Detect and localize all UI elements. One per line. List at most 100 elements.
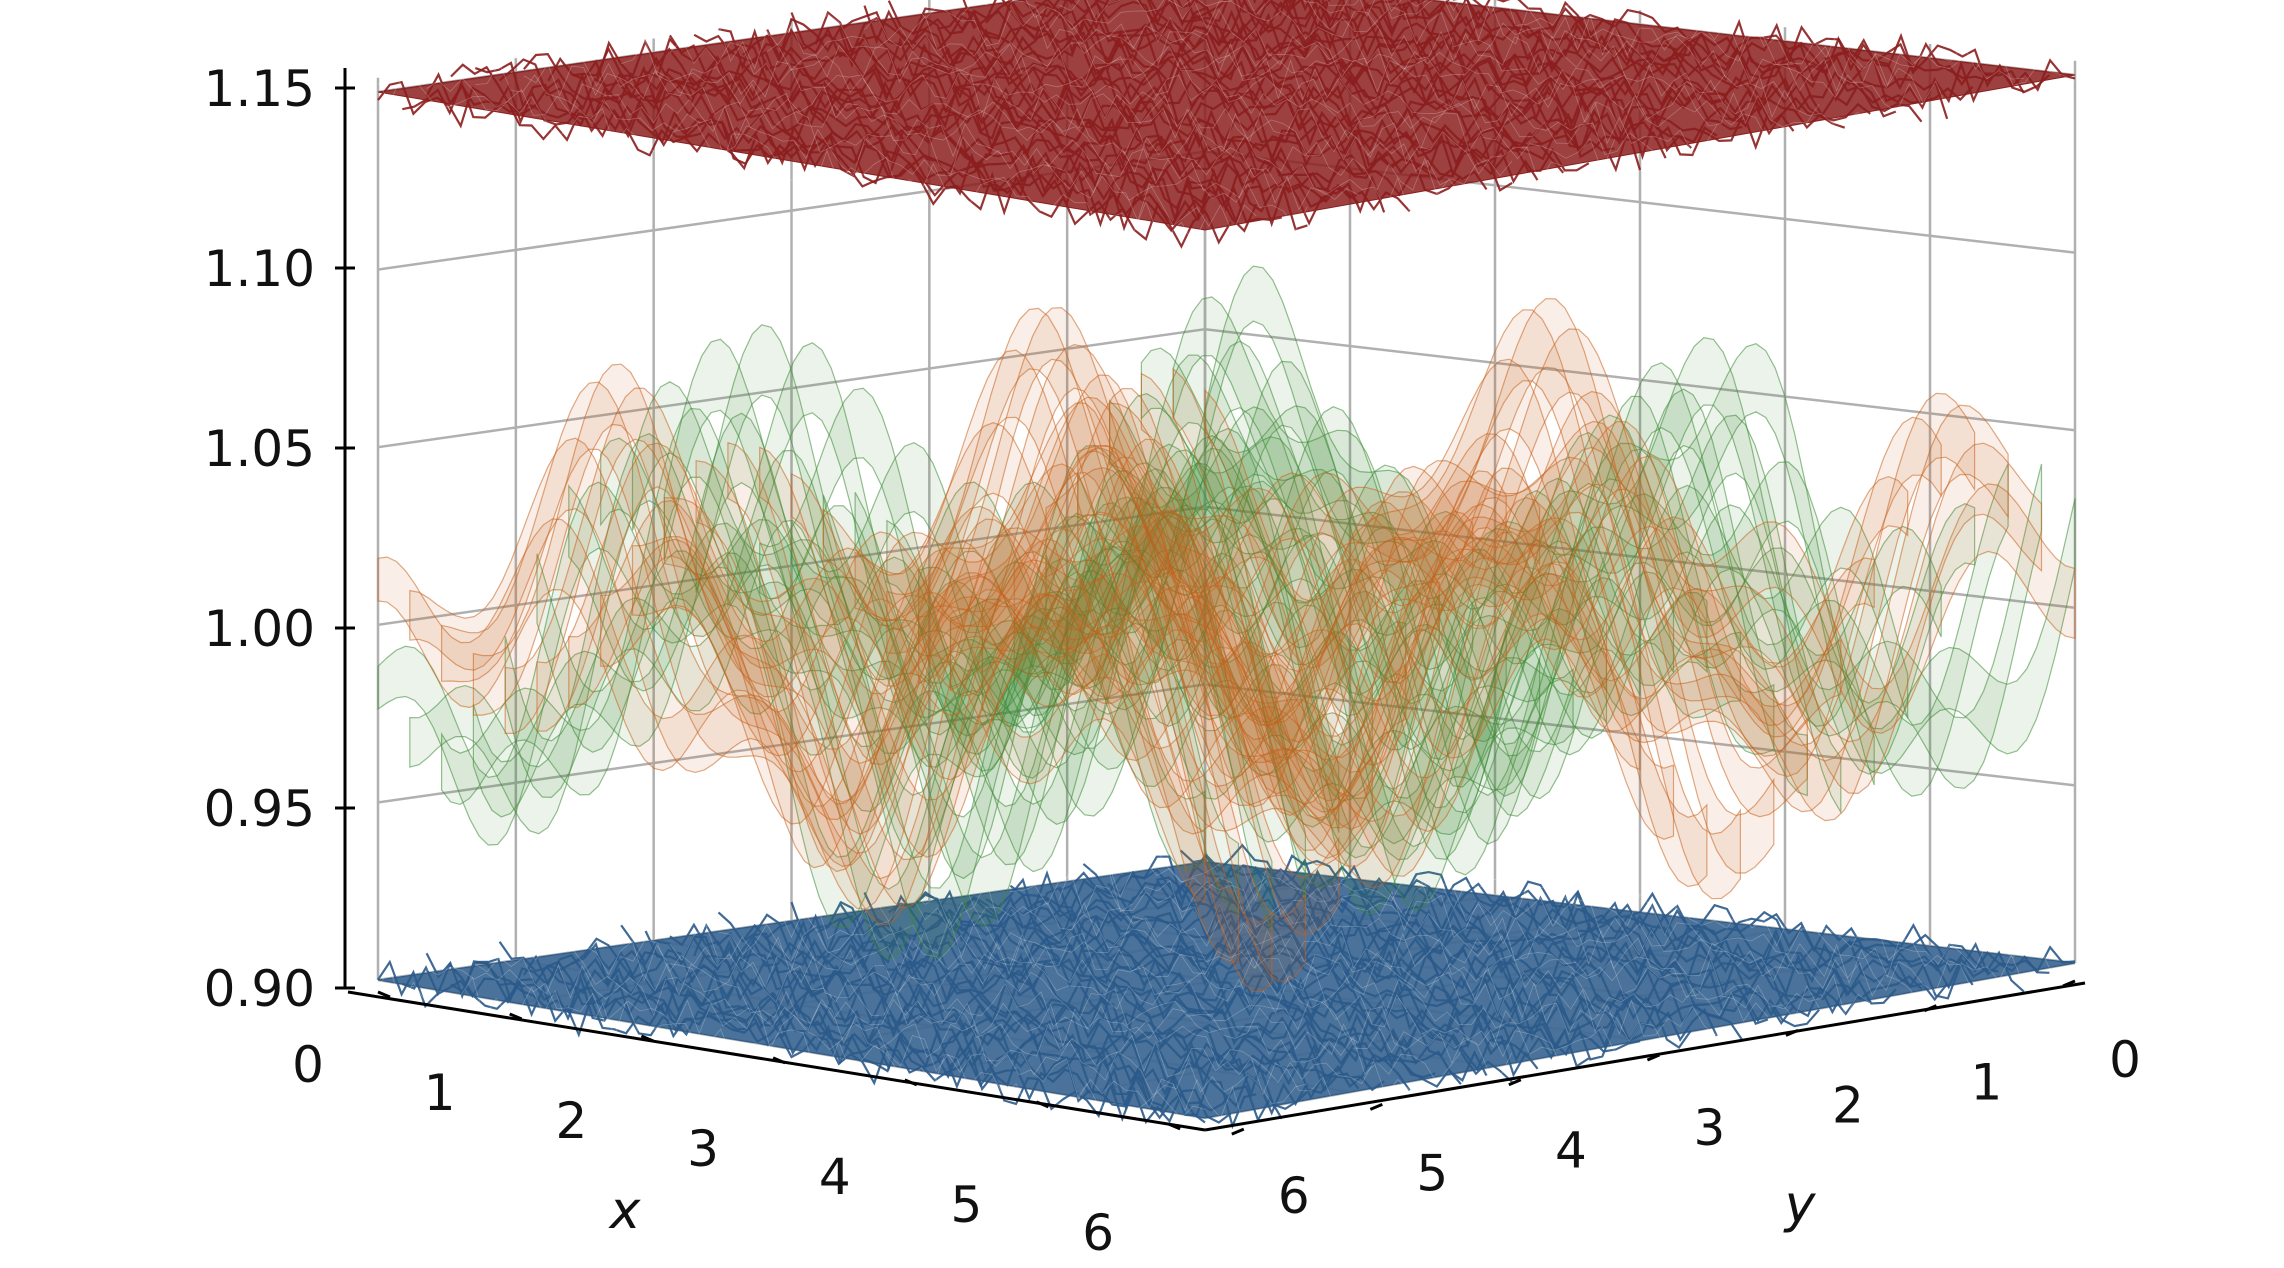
y-tick-label: 3 <box>1693 1099 1725 1157</box>
surface-patch <box>377 0 2076 231</box>
y-tick-label: 0 <box>2109 1031 2141 1089</box>
surface-highlight <box>961 877 1820 1020</box>
surface-row <box>645 36 1488 191</box>
x-tick-label: 4 <box>819 1148 851 1206</box>
surface-row <box>498 941 1334 1111</box>
x-tick-mark <box>904 1078 918 1087</box>
y-tick-mark <box>1369 1103 1383 1111</box>
surface-row <box>572 46 1411 213</box>
surface-strip <box>504 387 1340 936</box>
y-tick-mark <box>1231 1127 1245 1136</box>
x-tick-label: 3 <box>687 1120 719 1178</box>
surface-highlight <box>475 956 1308 1105</box>
surface-row <box>1021 0 1871 122</box>
y-tick-label: 6 <box>1278 1167 1310 1225</box>
surface-strip <box>886 307 1742 900</box>
y-tick-mark <box>1508 1078 1522 1087</box>
surface-strip <box>568 499 1407 813</box>
z-tick-label: 1.15 <box>204 60 315 118</box>
surface-row <box>790 901 1641 1053</box>
surface-row <box>936 889 1795 1026</box>
surface-highlight <box>1204 849 2076 971</box>
surface-row <box>377 959 1206 1125</box>
surface-highlight <box>1166 0 1973 111</box>
surface-highlight <box>426 966 1257 1127</box>
surface-row <box>888 890 1744 1041</box>
surface-highlight <box>475 62 1308 232</box>
surface-layer <box>377 0 2076 1130</box>
surface-strip <box>536 505 1373 817</box>
surface-row <box>912 7 1769 151</box>
surface-highlight <box>864 897 1718 1037</box>
surface-row <box>985 877 1846 1018</box>
surface-row <box>863 5 1718 157</box>
surface-row <box>960 893 1820 1028</box>
surface-strip <box>918 393 1775 845</box>
y-tick-mark <box>1785 1028 1799 1037</box>
z-tick-label: 1.05 <box>204 420 315 478</box>
surface-highlight <box>912 1 1769 141</box>
surface-row <box>839 11 1692 161</box>
surface-highlight <box>1107 860 1973 993</box>
z-tick-label: 0.95 <box>204 780 315 838</box>
x-tick-mark <box>1167 1122 1181 1131</box>
surface-highlight <box>523 63 1359 211</box>
x-tick-mark <box>1035 1100 1050 1109</box>
surface-strip <box>854 449 1708 761</box>
surface-row <box>644 930 1488 1082</box>
surface-highlight <box>864 15 1718 155</box>
surface-row <box>402 80 1232 245</box>
surface-highlight <box>912 895 1769 1022</box>
x-tick-label: 2 <box>555 1092 587 1150</box>
surface-strip <box>1013 360 1875 800</box>
surface-strip <box>1077 358 1942 779</box>
y-axis-line <box>1204 981 2086 1132</box>
y-tick-label: 5 <box>1416 1144 1448 1202</box>
surface-highlight <box>621 39 1462 196</box>
surface-row <box>1034 0 1897 118</box>
surface-row <box>1033 869 1897 1005</box>
surface-strip <box>695 374 1541 889</box>
surface-highlight <box>1156 848 2025 985</box>
surface-strip <box>1013 447 1875 727</box>
surface-row <box>450 957 1283 1123</box>
grid-line <box>377 505 2076 627</box>
surface-strip <box>918 306 1775 874</box>
surface-strip <box>759 438 1608 833</box>
surface-highlight <box>1327 0 2076 86</box>
surface-highlight <box>766 24 1615 173</box>
surface-row <box>742 27 1590 173</box>
x-tick-mark <box>772 1056 786 1065</box>
x-tick-mark <box>377 990 391 999</box>
surface-row <box>1067 0 1923 123</box>
x-tick-label: 1 <box>424 1064 456 1122</box>
x-tick-label: 5 <box>951 1176 983 1234</box>
surface-strip <box>822 422 1675 840</box>
surface-strip <box>472 363 1307 983</box>
surface-highlight <box>621 939 1462 1084</box>
x-tick-label: 0 <box>292 1036 324 1094</box>
surface-strip <box>536 442 1373 866</box>
surface-row <box>1253 0 2076 92</box>
surface-row <box>571 937 1411 1092</box>
x-tick-label: 6 <box>1082 1204 1114 1262</box>
surface-series-3 <box>377 298 2076 993</box>
surface-row <box>1204 843 2076 976</box>
grid-line <box>377 683 2076 804</box>
surface-strip <box>631 463 1474 835</box>
surface-row <box>425 72 1258 233</box>
surface-highlight <box>523 941 1359 1111</box>
surface-highlight <box>1058 865 1922 1009</box>
surface-row <box>1131 855 1999 990</box>
z-tick-label: 1.00 <box>204 600 315 658</box>
label-layer: 0.90 0.95 1.00 1.05 1.10 1.15 0 1 2 3 4 5 6 x 0 1 2 3 4 5 6 y <box>204 60 2141 1262</box>
surface-strip <box>600 531 1440 809</box>
surface-highlight <box>815 13 1666 161</box>
surface-strip <box>377 518 1206 904</box>
surface-highlight <box>1010 0 1871 125</box>
surface-row <box>1009 878 1871 1016</box>
surface-strip <box>441 381 1273 993</box>
surface-row <box>1176 0 1999 104</box>
surface-strip <box>695 324 1541 915</box>
z-tick-label: 1.10 <box>204 240 315 298</box>
